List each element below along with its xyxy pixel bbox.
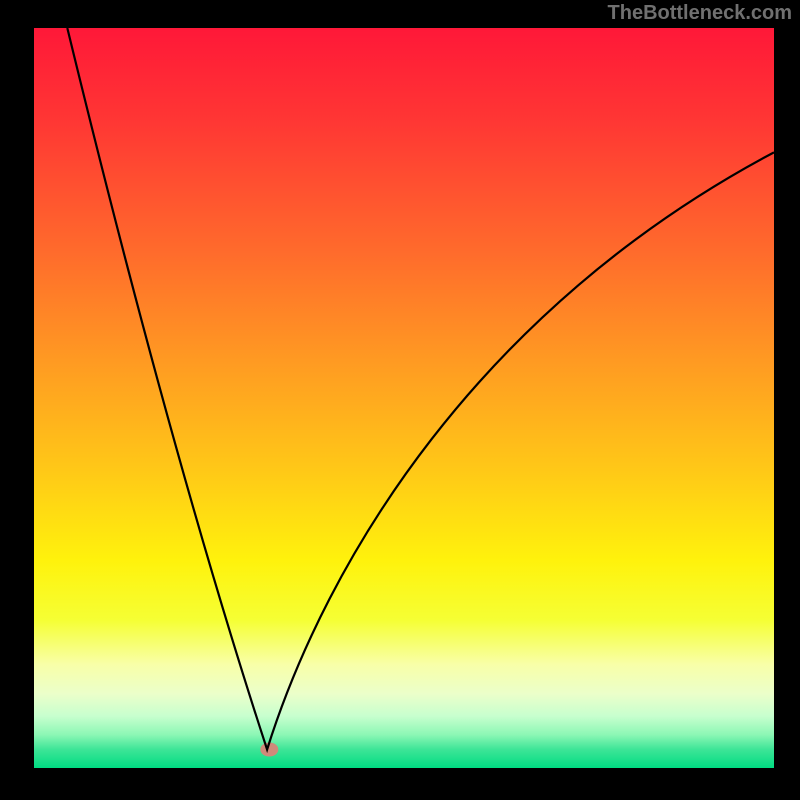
watermark-text: TheBottleneck.com bbox=[608, 2, 792, 25]
gradient-background bbox=[34, 28, 774, 768]
chart-container: TheBottleneck.com bbox=[0, 0, 800, 800]
plot-area bbox=[34, 28, 774, 768]
plot-svg bbox=[34, 28, 774, 768]
